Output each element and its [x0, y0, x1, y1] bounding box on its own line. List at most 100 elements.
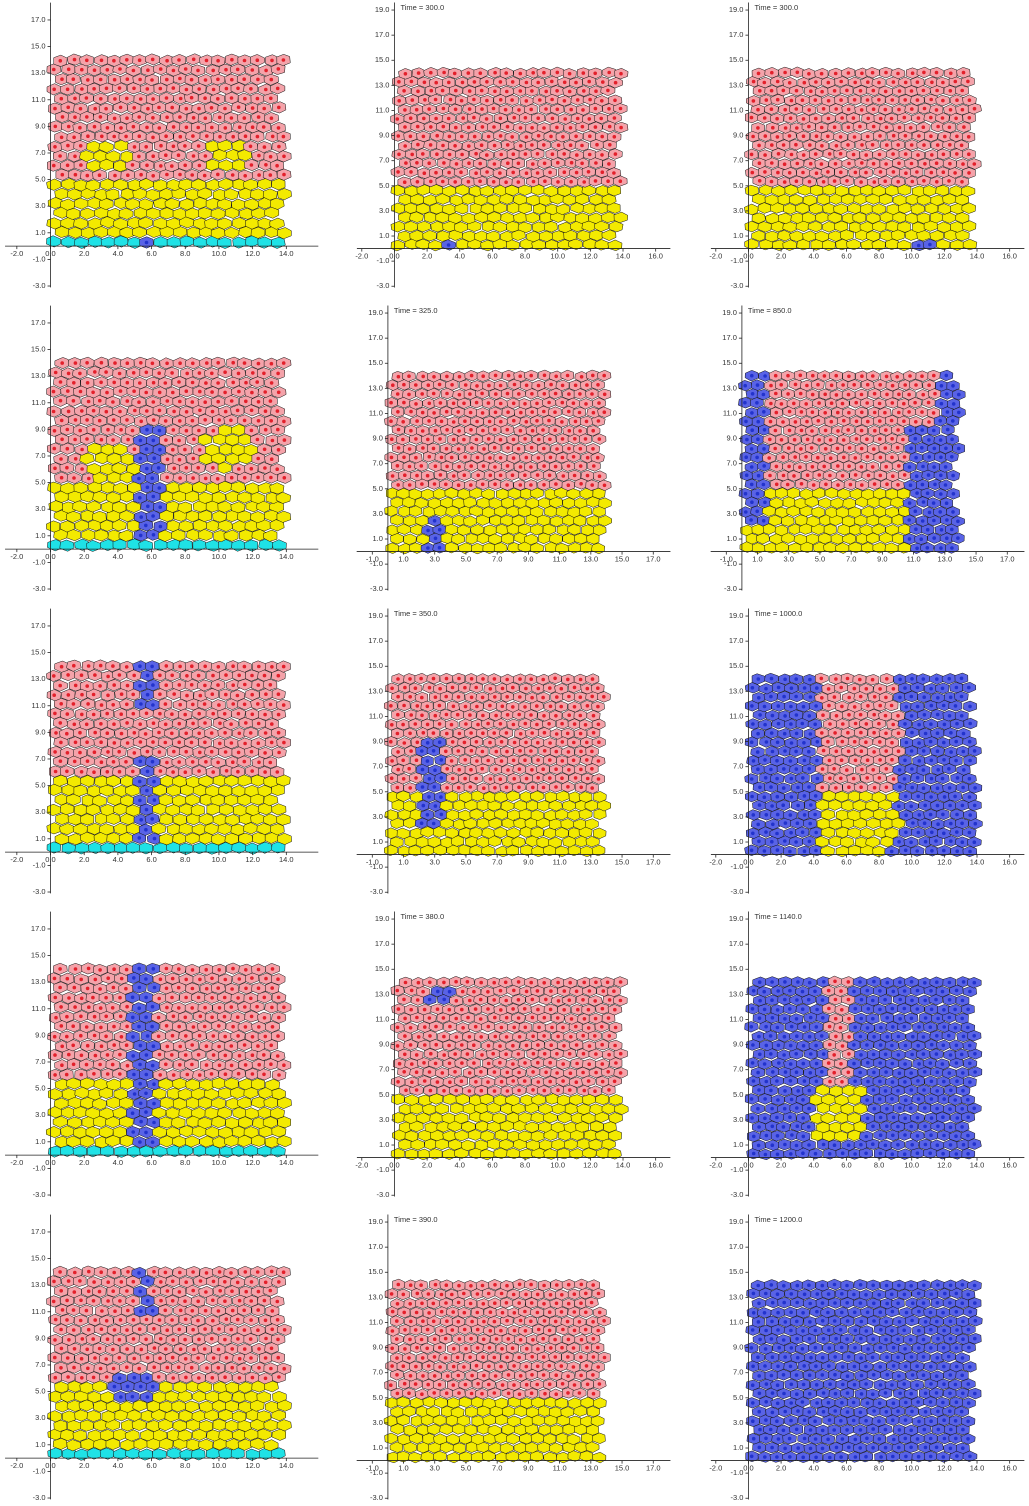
cell-nucleus — [782, 474, 786, 478]
cell — [126, 501, 140, 512]
cell-nucleus — [166, 458, 170, 462]
y-tick-label: 3.0 — [35, 807, 45, 816]
cell-nucleus — [914, 383, 918, 387]
cell-nucleus — [834, 107, 838, 111]
cell-nucleus — [439, 473, 443, 477]
cell-nucleus — [416, 180, 420, 184]
cell-nucleus — [52, 390, 56, 394]
cell-nucleus — [263, 390, 267, 394]
cell-nucleus — [859, 89, 863, 93]
cell-nucleus — [911, 180, 915, 184]
cell-nucleus — [567, 483, 571, 487]
cell-nucleus — [525, 99, 529, 103]
cell-nucleus — [53, 107, 57, 111]
cell-nucleus — [789, 116, 793, 120]
cell-nucleus — [434, 117, 438, 121]
cell-nucleus — [834, 374, 838, 378]
cell-nucleus — [941, 99, 945, 103]
cell-nucleus — [458, 393, 462, 397]
cell-nucleus — [904, 152, 908, 156]
cell-nucleus — [255, 58, 259, 62]
cell-nucleus — [794, 143, 798, 147]
cell-nucleus — [897, 162, 901, 166]
cell — [466, 534, 479, 545]
cell-nucleus — [585, 383, 589, 387]
cell — [410, 792, 423, 803]
cell-layer — [46, 660, 291, 855]
cell — [501, 533, 513, 544]
cell-nucleus — [164, 134, 168, 138]
cell-nucleus — [561, 437, 565, 441]
cell-nucleus — [106, 770, 110, 774]
cell-nucleus — [500, 759, 504, 763]
cell-nucleus — [603, 484, 607, 488]
cell-nucleus — [547, 419, 551, 423]
cell-nucleus — [871, 374, 875, 378]
cell-nucleus — [867, 474, 871, 478]
cell-nucleus — [586, 474, 590, 478]
cell-nucleus — [529, 465, 533, 469]
cell-nucleus — [897, 108, 901, 112]
cell — [60, 823, 75, 834]
cell-nucleus — [216, 381, 220, 385]
cell-nucleus — [795, 126, 799, 130]
cell-nucleus — [113, 741, 117, 745]
cell-nucleus — [164, 438, 168, 442]
cell — [486, 231, 500, 242]
cell-nucleus — [224, 673, 228, 677]
cell-nucleus — [770, 89, 774, 93]
cell-nucleus — [223, 370, 227, 374]
cell-nucleus — [158, 486, 162, 490]
cell-nucleus — [762, 519, 766, 523]
cell-nucleus — [493, 162, 497, 166]
cell-nucleus — [416, 143, 420, 147]
cell-nucleus — [243, 97, 247, 101]
cell-nucleus — [73, 723, 77, 727]
y-tick-label: 17.0 — [31, 621, 46, 630]
cell-nucleus — [230, 96, 234, 100]
cell-nucleus — [192, 116, 196, 120]
cell-nucleus — [580, 144, 584, 148]
cell-nucleus — [779, 383, 783, 387]
cell-nucleus — [512, 777, 516, 781]
cell-nucleus — [152, 456, 156, 460]
x-tick-label: 8.0 — [180, 855, 190, 864]
cell-nucleus — [451, 740, 455, 744]
x-tick-label: 8.0 — [180, 552, 190, 561]
cell-nucleus — [391, 474, 395, 478]
cell-nucleus — [145, 164, 149, 168]
cell-nucleus — [457, 483, 461, 487]
cell-nucleus — [475, 759, 479, 763]
cell — [474, 231, 488, 242]
cell-nucleus — [493, 428, 497, 432]
cell-nucleus — [264, 692, 268, 696]
cell — [822, 221, 836, 232]
cell-nucleus — [776, 171, 780, 175]
cell-nucleus — [569, 143, 573, 147]
cell-nucleus — [216, 477, 220, 481]
cell-layer — [738, 370, 965, 554]
cell-nucleus — [578, 429, 582, 433]
cell-nucleus — [427, 383, 431, 387]
cell-nucleus — [85, 96, 89, 100]
x-tick-label: 14.0 — [616, 252, 631, 261]
cell-nucleus — [807, 72, 811, 76]
y-tick-label: -3.0 — [33, 584, 46, 593]
cell-nucleus — [792, 474, 796, 478]
cell-nucleus — [191, 134, 195, 138]
cell-nucleus — [72, 381, 76, 385]
cell — [812, 507, 825, 518]
cell-nucleus — [457, 429, 461, 433]
cell — [430, 203, 444, 214]
cell-nucleus — [811, 374, 815, 378]
cell — [577, 230, 590, 241]
cell-nucleus — [594, 107, 598, 111]
cell-nucleus — [53, 447, 57, 451]
cell-nucleus — [827, 117, 831, 121]
cell-nucleus — [435, 152, 439, 156]
cell-nucleus — [510, 135, 514, 139]
cell-nucleus — [788, 429, 792, 433]
cell-nucleus — [536, 741, 540, 745]
cell-nucleus — [216, 400, 220, 404]
cell-nucleus — [897, 411, 901, 415]
